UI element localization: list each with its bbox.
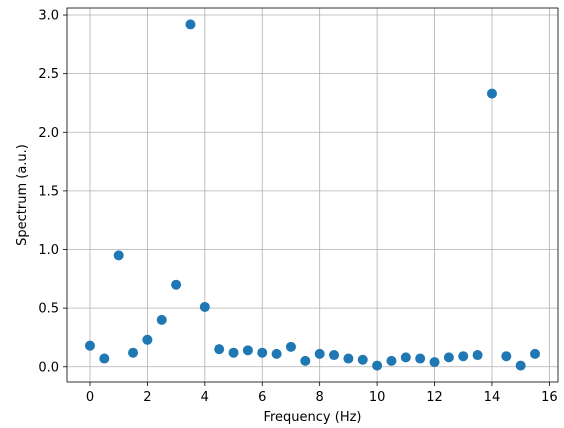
- y-tick-label: 1.5: [38, 184, 59, 199]
- data-point: [300, 355, 311, 366]
- data-point: [400, 352, 411, 363]
- axes-frame: [66, 7, 559, 383]
- grid-lines: [67, 8, 558, 382]
- data-point: [314, 348, 325, 359]
- data-point: [214, 344, 225, 355]
- data-point: [271, 348, 282, 359]
- data-point: [501, 351, 512, 362]
- data-point: [128, 347, 139, 358]
- y-axis-label: Spectrum (a.u.): [15, 144, 30, 246]
- x-tick-label: 6: [258, 390, 266, 405]
- x-tick-label: 8: [316, 390, 324, 405]
- data-point: [530, 348, 541, 359]
- data-point: [199, 301, 210, 312]
- data-point: [515, 360, 526, 371]
- data-point: [113, 250, 124, 261]
- data-point: [99, 353, 110, 364]
- x-tick-label: 0: [86, 390, 94, 405]
- data-point: [429, 357, 440, 368]
- data-point: [386, 355, 397, 366]
- data-point: [472, 350, 483, 361]
- data-point: [357, 354, 368, 365]
- data-point: [486, 88, 497, 99]
- data-point: [228, 347, 239, 358]
- data-point: [329, 350, 340, 361]
- y-tick-label: 3.0: [38, 9, 59, 24]
- data-point: [156, 314, 167, 325]
- data-point: [343, 353, 354, 364]
- data-points: [84, 19, 541, 371]
- x-tick-label: 14: [484, 390, 501, 405]
- y-tick-label: 1.0: [38, 243, 59, 258]
- y-tick-label: 2.5: [38, 67, 59, 82]
- data-point: [458, 351, 469, 362]
- data-point: [185, 19, 196, 30]
- data-point: [372, 360, 383, 371]
- axes-spines: [66, 7, 559, 383]
- y-tick-label: 2.0: [38, 126, 59, 141]
- data-point: [171, 279, 182, 290]
- x-tick-label: 10: [369, 390, 386, 405]
- x-axis-label: Frequency (Hz): [263, 410, 361, 424]
- y-tick-label: 0.0: [38, 360, 59, 375]
- data-point: [415, 353, 426, 364]
- x-tick-label: 12: [426, 390, 443, 405]
- x-tick-label: 4: [201, 390, 209, 405]
- data-point: [84, 340, 95, 351]
- y-tick-label: 0.5: [38, 302, 59, 317]
- data-point: [242, 345, 253, 356]
- data-point: [443, 352, 454, 363]
- x-tick-label: 2: [143, 390, 151, 405]
- data-point: [142, 334, 153, 345]
- x-tick-label: 16: [541, 390, 558, 405]
- axis-ticks: 0 2 4 6 8 10 12 14 16 0.0 0.5 1.0 1.5 2.0 2.5 3.0: [38, 9, 557, 405]
- plot-area: [67, 8, 558, 382]
- data-point: [257, 347, 268, 358]
- data-point: [285, 341, 296, 352]
